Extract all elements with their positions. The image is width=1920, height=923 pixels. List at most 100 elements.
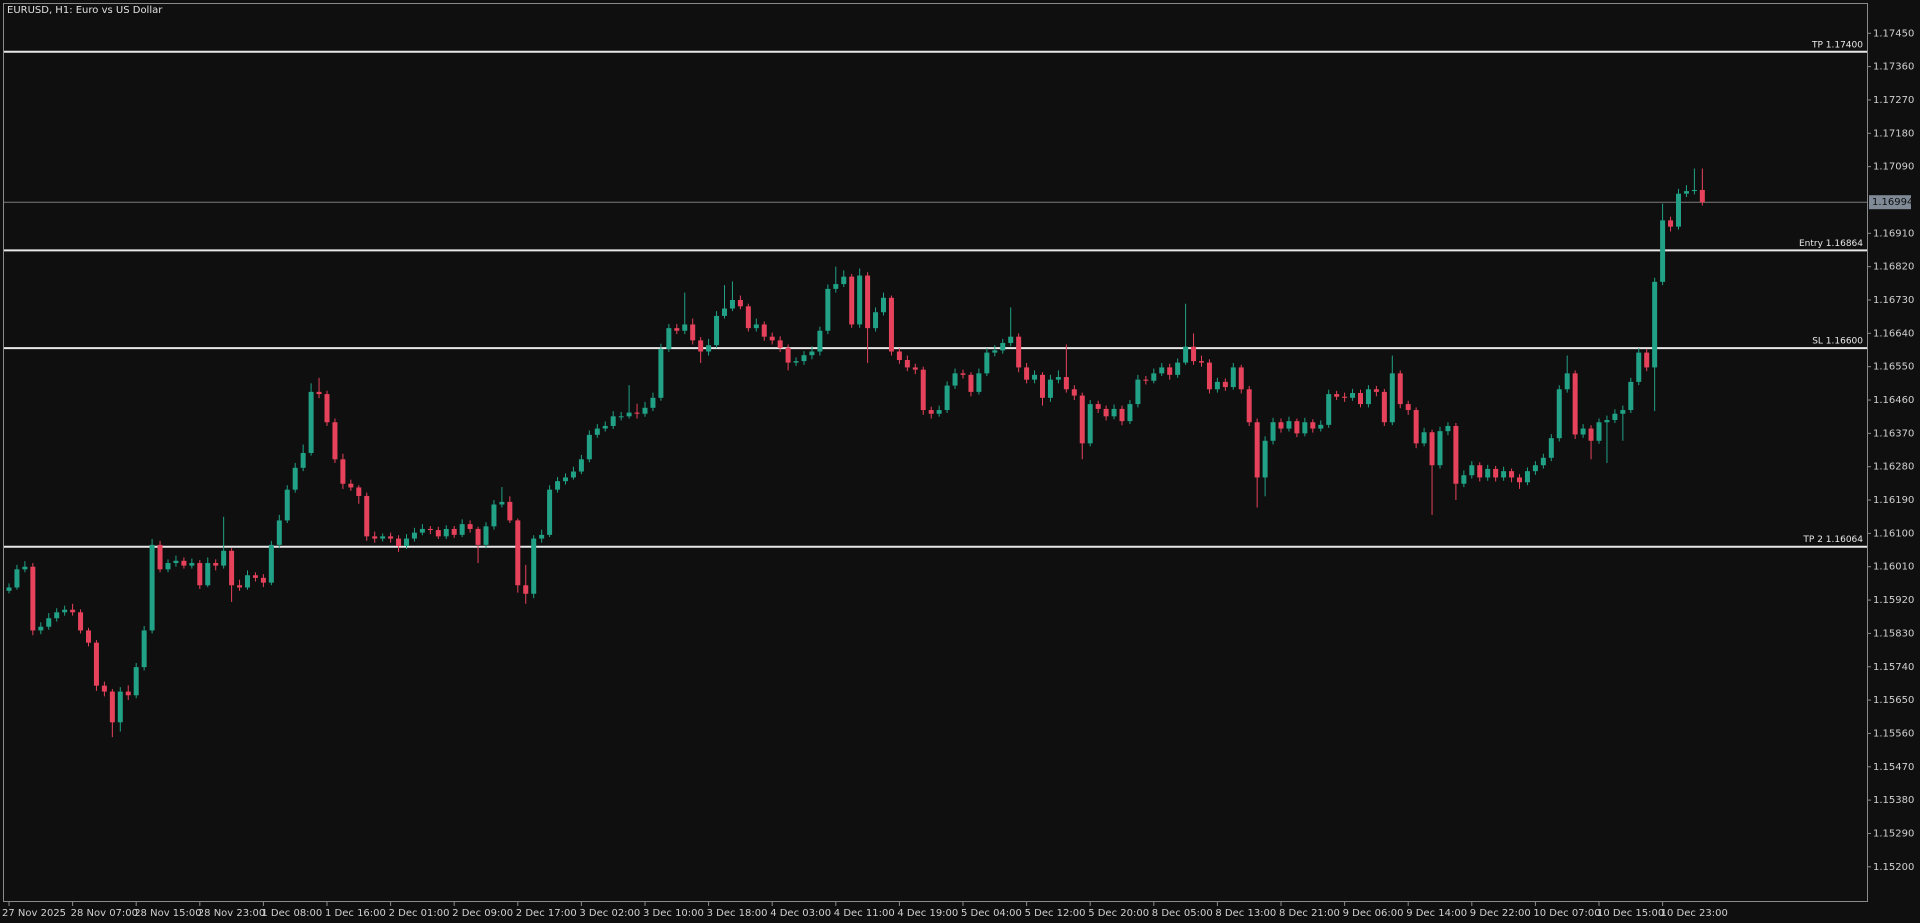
candle-body: [1302, 422, 1308, 434]
candle-body: [1644, 352, 1650, 368]
candle-body: [1365, 389, 1371, 405]
candle-body: [1445, 425, 1451, 432]
candle-body: [578, 459, 584, 472]
y-tick-label: 1.16100: [1873, 528, 1914, 539]
level-label: Entry 1.16864: [1799, 239, 1863, 249]
candle-body: [1596, 422, 1602, 441]
candle-body: [1199, 361, 1204, 363]
candle-body: [992, 350, 998, 353]
candle-body: [1071, 389, 1077, 396]
x-tick-label: 2 Dec 17:00: [516, 908, 577, 919]
candle-body: [865, 275, 871, 329]
candle-body: [873, 312, 879, 329]
candle-body: [1063, 377, 1069, 390]
candle-body: [1405, 404, 1411, 411]
candle-body: [348, 483, 354, 488]
candle-body: [1040, 374, 1045, 398]
candle-body: [682, 324, 688, 331]
candle-body: [1087, 404, 1093, 444]
x-tick-label: 28 Nov 15:00: [134, 908, 201, 919]
x-tick-label: 3 Dec 02:00: [579, 908, 640, 919]
candle-body: [952, 373, 958, 386]
candle-body: [618, 416, 624, 418]
candle-body: [634, 412, 640, 414]
candle-body: [1660, 220, 1666, 282]
candle-body: [1119, 408, 1125, 422]
y-tick-label: 1.16910: [1873, 228, 1914, 239]
y-tick-label: 1.16730: [1873, 295, 1914, 306]
x-tick-label: 3 Dec 18:00: [707, 908, 768, 919]
candle-body: [769, 336, 775, 341]
candle-body: [1691, 189, 1697, 192]
x-tick-label: 2 Dec 09:00: [452, 908, 513, 919]
candle-body: [404, 538, 409, 546]
candle-body: [793, 361, 799, 363]
y-tick-label: 1.16550: [1873, 362, 1914, 373]
candle-body: [1540, 457, 1546, 466]
candle-body: [1564, 373, 1570, 390]
candle-body: [1230, 367, 1236, 388]
candle-body: [46, 618, 52, 627]
candle-body: [1548, 438, 1554, 458]
candle-body: [197, 563, 203, 586]
candle-body: [1318, 424, 1324, 429]
candle-body: [1055, 377, 1061, 380]
candle-body: [459, 524, 465, 535]
candle-body: [483, 526, 489, 545]
y-tick-label: 1.16370: [1873, 428, 1914, 439]
candle-body: [833, 284, 839, 289]
chart-title: EURUSD, H1: Euro vs US Dollar: [7, 5, 163, 16]
candle-body: [698, 340, 704, 352]
x-tick-label: 10 Dec 15:00: [1597, 908, 1664, 919]
candle-body: [340, 459, 346, 484]
candle-body: [1095, 404, 1101, 409]
candle-body: [896, 351, 902, 361]
candle-body: [690, 324, 696, 341]
candle-body: [531, 538, 537, 594]
candle-body: [1206, 362, 1212, 390]
y-tick-label: 1.16190: [1873, 495, 1914, 506]
y-tick-label: 1.16280: [1873, 462, 1914, 473]
candle-body: [1159, 367, 1165, 374]
candle-body: [602, 425, 608, 429]
candle-body: [141, 630, 147, 668]
candle-body: [356, 487, 362, 496]
candle-body: [1588, 428, 1594, 441]
x-tick-label: 5 Dec 20:00: [1088, 908, 1149, 919]
candle-body: [1016, 336, 1022, 368]
candle-body: [1469, 465, 1475, 476]
candle-body: [594, 428, 600, 435]
y-tick-label: 1.15380: [1873, 795, 1914, 806]
candle-body: [507, 501, 513, 521]
candle-body: [1683, 191, 1689, 194]
candle-body: [1222, 381, 1228, 388]
x-tick-label: 28 Nov 07:00: [71, 908, 138, 919]
candle-body: [920, 369, 926, 411]
candle-body: [515, 520, 521, 586]
y-tick-label: 1.16820: [1873, 262, 1914, 273]
candle-body: [1389, 373, 1395, 423]
candle-body: [1612, 413, 1618, 421]
candle-body: [276, 520, 282, 545]
candle-body: [1517, 477, 1522, 483]
y-tick-label: 1.16010: [1873, 562, 1914, 573]
candle-body: [1175, 362, 1181, 375]
candle-body: [817, 330, 823, 352]
candle-body: [1238, 367, 1244, 390]
x-tick-label: 2 Dec 01:00: [389, 908, 450, 919]
candle-body: [1254, 422, 1260, 478]
candle-body: [570, 471, 576, 478]
x-tick-label: 9 Dec 14:00: [1406, 908, 1467, 919]
candle-body: [737, 299, 743, 307]
y-tick-label: 1.16640: [1873, 328, 1914, 339]
candle-body: [1413, 410, 1419, 444]
candle-body: [1628, 381, 1634, 411]
candle-body: [1151, 373, 1157, 381]
candle-body: [165, 563, 171, 570]
candle-body: [706, 345, 712, 352]
candle-body: [1358, 392, 1363, 405]
candle-body: [729, 299, 735, 309]
y-tick-label: 1.17270: [1873, 95, 1914, 106]
candle-body: [1000, 342, 1006, 351]
candle-body: [93, 642, 99, 686]
